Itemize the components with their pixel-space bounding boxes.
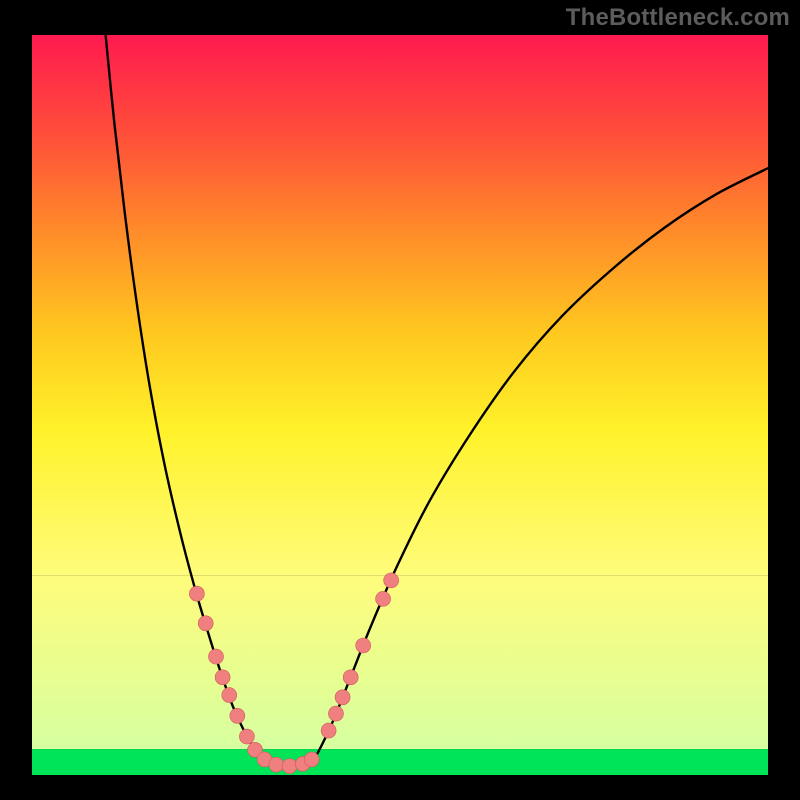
marker-trough xyxy=(269,757,284,772)
marker-right xyxy=(328,706,343,721)
marker-left xyxy=(222,688,237,703)
marker-right xyxy=(384,573,399,588)
marker-left xyxy=(209,649,224,664)
bottleneck-chart xyxy=(0,0,800,800)
marker-trough xyxy=(304,752,319,767)
marker-left xyxy=(189,586,204,601)
marker-left xyxy=(198,616,213,631)
chart-container: TheBottleneck.com xyxy=(0,0,800,800)
marker-left xyxy=(239,729,254,744)
plot-cream-band xyxy=(32,575,768,749)
marker-right xyxy=(321,723,336,738)
watermark-text: TheBottleneck.com xyxy=(566,4,790,32)
marker-right xyxy=(343,670,358,685)
marker-right xyxy=(335,690,350,705)
plot-gradient-area xyxy=(32,35,768,575)
marker-trough xyxy=(282,759,297,774)
marker-right xyxy=(356,638,371,653)
marker-left xyxy=(230,708,245,723)
marker-left xyxy=(215,670,230,685)
plot-green-band xyxy=(32,749,768,775)
marker-right xyxy=(376,591,391,606)
